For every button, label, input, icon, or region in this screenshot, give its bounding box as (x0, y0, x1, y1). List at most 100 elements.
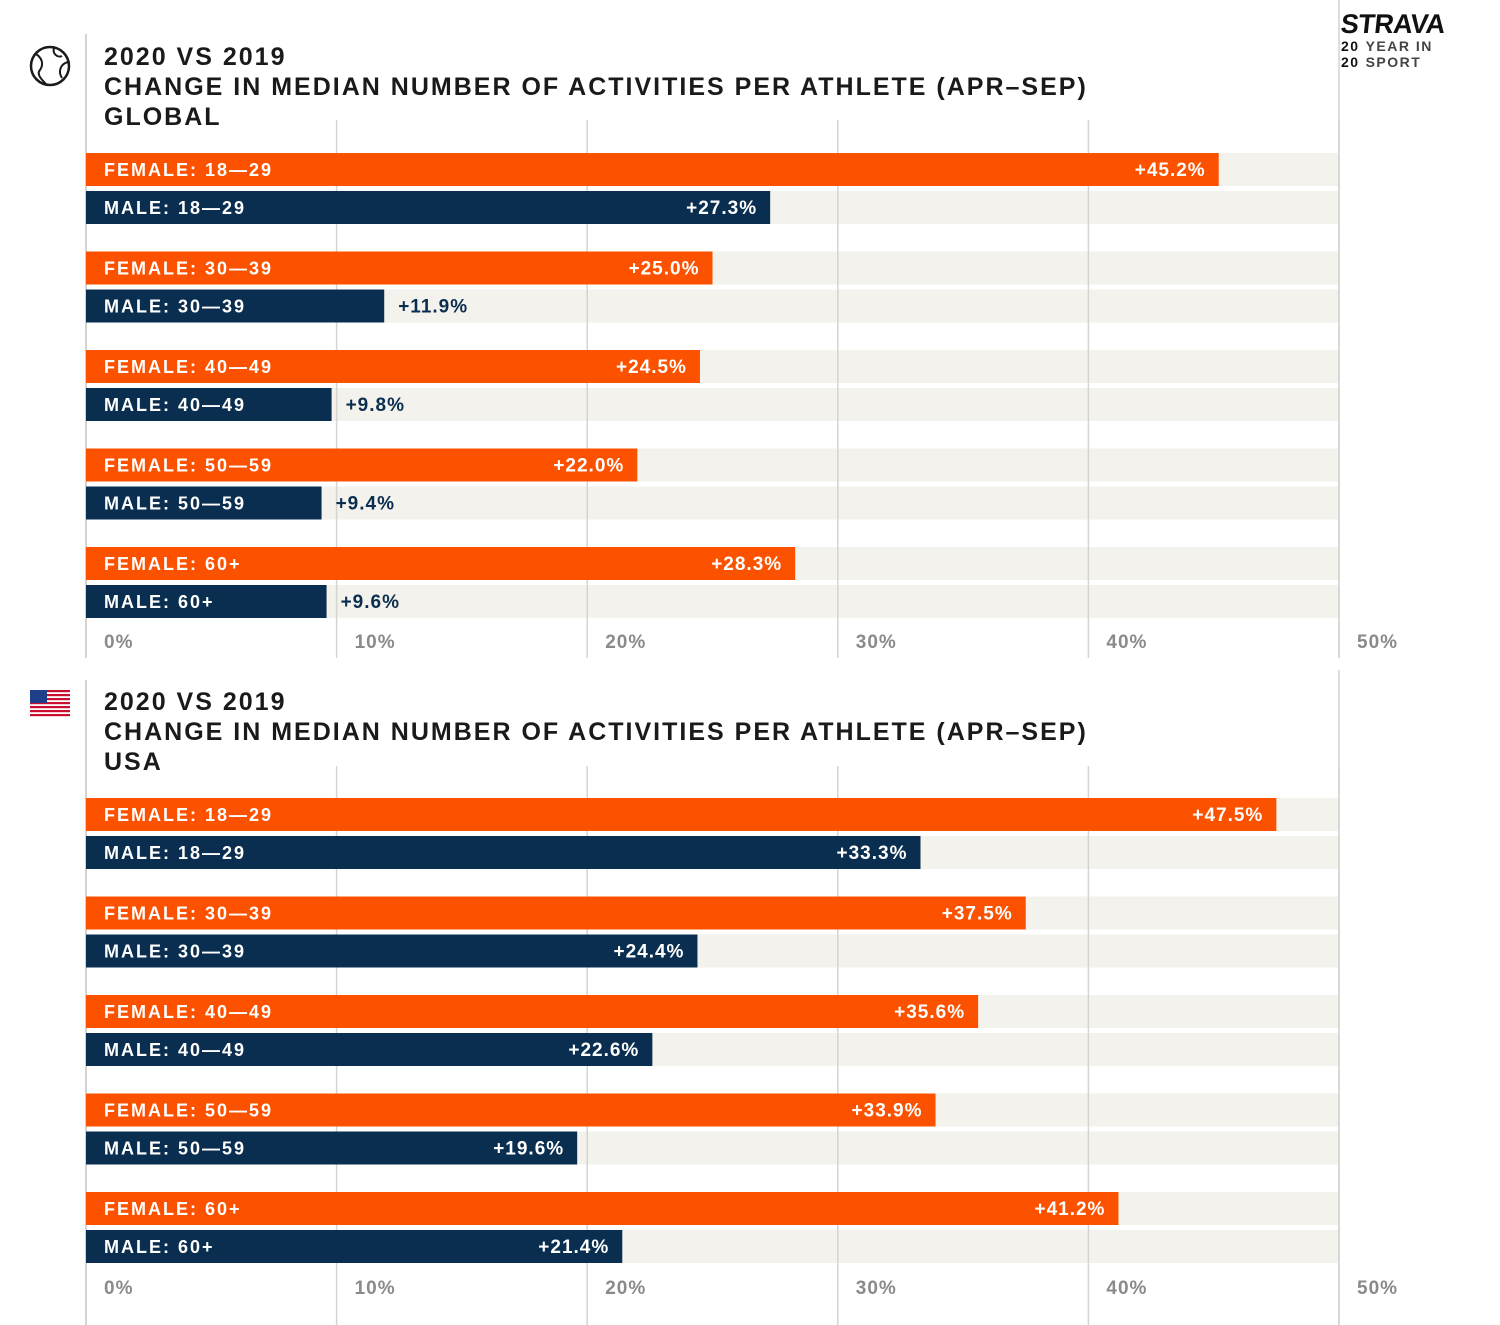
bar-male (86, 1131, 578, 1165)
bar-category-label: MALE: 50—59 (104, 494, 246, 514)
bar-category-label: MALE: 60+ (104, 592, 215, 612)
chart-title-line-3: USA (104, 748, 163, 776)
bar-female (86, 896, 1026, 930)
bar-value-label: +41.2% (1034, 1199, 1105, 1220)
bar-category-label: MALE: 30—39 (104, 297, 246, 317)
x-tick-label: 10% (355, 632, 396, 653)
bar-category-label: FEMALE: 30—39 (104, 259, 273, 279)
bar-female (86, 350, 700, 383)
brand-line-1-number: 20 (1341, 38, 1360, 54)
brand-line-2-number: 20 (1341, 54, 1360, 70)
x-tick-label: 0% (104, 632, 133, 653)
bar-female (86, 1093, 936, 1127)
bar-category-label: FEMALE: 18—29 (104, 805, 273, 825)
x-tick-label: 30% (856, 1278, 897, 1299)
strava-brand-mark: STRAVA 20 YEAR IN 20 SPORT (1339, 9, 1471, 70)
bar-category-label: FEMALE: 30—39 (104, 904, 273, 924)
brand-line-2-text: SPORT (1365, 54, 1422, 70)
bar-category-label: FEMALE: 18—29 (104, 160, 273, 180)
bar-value-label: +47.5% (1192, 805, 1263, 826)
us-flag-icon (30, 690, 70, 717)
bar-category-label: MALE: 40—49 (104, 395, 246, 415)
bar-category-label: MALE: 18—29 (104, 198, 246, 218)
bar-male (86, 1230, 623, 1263)
flag-stripe (30, 710, 70, 713)
bar-female (86, 153, 1219, 186)
chart-title-line-1: 2020 VS 2019 (104, 43, 286, 71)
globe-icon-continents (35, 47, 69, 85)
bar-male (86, 289, 385, 323)
bar-category-label: FEMALE: 60+ (104, 554, 242, 574)
bar-category-label: FEMALE: 40—49 (104, 1002, 273, 1022)
bar-value-label: +37.5% (942, 904, 1013, 925)
bar-value-label: +9.4% (336, 494, 395, 515)
flag-stripe (30, 706, 70, 709)
bar-category-label: FEMALE: 50—59 (104, 456, 273, 476)
x-tick-label: 20% (605, 632, 646, 653)
bar-category-label: FEMALE: 50—59 (104, 1101, 273, 1121)
bar-female (86, 448, 638, 482)
x-tick-label: 40% (1106, 632, 1147, 653)
globe-icon (29, 45, 71, 87)
flag-stripe (30, 714, 70, 717)
bar-value-label: +24.5% (616, 357, 687, 378)
bar-male (86, 191, 771, 224)
bar-value-label: +27.3% (686, 198, 757, 219)
bar-male (86, 585, 327, 618)
chart-title-line-1: 2020 VS 2019 (104, 688, 286, 716)
bar-male (86, 836, 921, 869)
flag-stripe (30, 698, 70, 701)
flag-stripe (30, 702, 70, 705)
bar-value-label: +11.9% (398, 297, 468, 318)
chart-title-line-2: CHANGE IN MEDIAN NUMBER OF ACTIVITIES PE… (104, 718, 1088, 746)
bar-male (86, 388, 332, 421)
flag-canton (30, 690, 47, 703)
bar-value-label: +9.6% (341, 592, 400, 613)
bar-female (86, 798, 1277, 831)
bar-female (86, 995, 979, 1028)
bar-value-label: +22.0% (553, 456, 624, 477)
bar-category-label: MALE: 18—29 (104, 843, 246, 863)
x-tick-label: 40% (1106, 1278, 1147, 1299)
bar-value-label: +45.2% (1135, 160, 1206, 181)
bar-category-label: FEMALE: 60+ (104, 1199, 242, 1219)
brand-line-1: 20 YEAR IN (1341, 38, 1471, 54)
bar-category-label: MALE: 60+ (104, 1237, 215, 1257)
globe-icon-outline (29, 45, 71, 87)
bar-value-label: +9.8% (346, 395, 405, 416)
bar-male (86, 1033, 653, 1066)
x-tick-label: 50% (1357, 632, 1398, 653)
x-tick-label: 30% (856, 632, 897, 653)
bar-value-label: +21.4% (538, 1237, 609, 1258)
x-tick-label: 20% (605, 1278, 646, 1299)
bar-value-label: +25.0% (629, 259, 700, 280)
bar-female (86, 1192, 1119, 1225)
bar-male (86, 486, 322, 520)
bar-male (86, 934, 698, 968)
bar-category-label: MALE: 40—49 (104, 1040, 246, 1060)
bar-category-label: MALE: 50—59 (104, 1139, 246, 1159)
chart-title-line-2: CHANGE IN MEDIAN NUMBER OF ACTIVITIES PE… (104, 73, 1088, 101)
x-tick-label: 50% (1357, 1278, 1398, 1299)
bar-value-label: +35.6% (894, 1002, 965, 1023)
bar-category-label: MALE: 30—39 (104, 942, 246, 962)
bar-female (86, 251, 713, 285)
bar-value-label: +33.3% (837, 843, 908, 864)
bar-value-label: +24.4% (613, 942, 684, 963)
bar-value-label: +33.9% (852, 1101, 923, 1122)
strava-logo: STRAVA (1339, 9, 1447, 39)
bar-value-label: +28.3% (711, 554, 782, 575)
x-tick-label: 10% (355, 1278, 396, 1299)
flag-stripe (30, 690, 70, 693)
bar-value-label: +22.6% (568, 1040, 639, 1061)
flag-stripe (30, 694, 70, 697)
brand-line-2: 20 SPORT (1341, 54, 1471, 70)
x-tick-label: 0% (104, 1278, 133, 1299)
bar-category-label: FEMALE: 40—49 (104, 357, 273, 377)
brand-line-1-text: YEAR IN (1365, 38, 1433, 54)
bar-female (86, 547, 796, 580)
chart-title-line-3: GLOBAL (104, 103, 222, 131)
